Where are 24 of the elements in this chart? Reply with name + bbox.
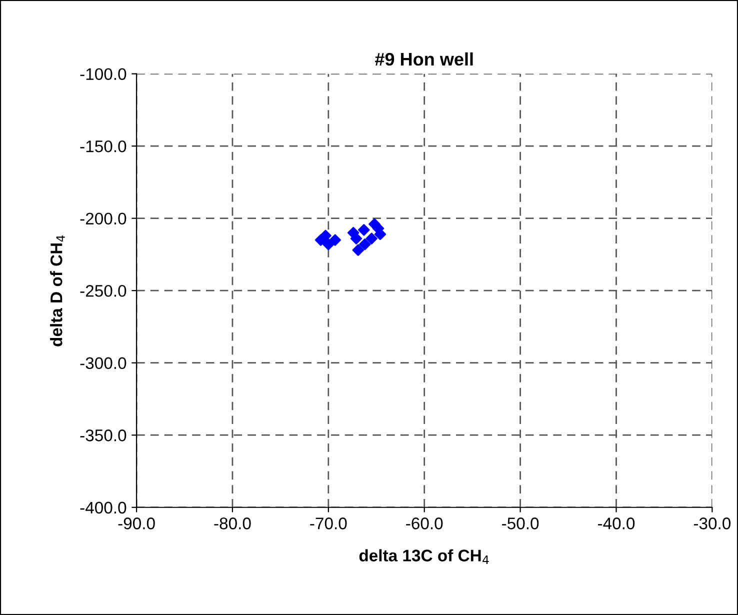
y-tick-label: -250.0 bbox=[80, 284, 126, 297]
y-tick-label: -200.0 bbox=[80, 212, 126, 225]
point bbox=[366, 232, 378, 244]
point bbox=[352, 244, 364, 256]
chart-title: #9 Hon well bbox=[374, 52, 473, 66]
x-axis-title: delta 13C of CH$_{4}$ bbox=[359, 549, 489, 564]
point bbox=[329, 234, 342, 246]
point bbox=[358, 238, 371, 250]
x-tick-label: -40.0 bbox=[598, 518, 635, 530]
y-tick-label: -400.0 bbox=[80, 502, 126, 514]
x-tick-label: -50.0 bbox=[502, 518, 539, 530]
point bbox=[350, 232, 362, 244]
y-axis-title: delta D of CH$_{4}$ bbox=[50, 235, 65, 346]
point bbox=[322, 238, 334, 250]
x-tick-label: -60.0 bbox=[406, 518, 443, 530]
x-tick-label: -90.0 bbox=[118, 518, 155, 530]
y-tick-label: -150.0 bbox=[80, 140, 126, 152]
x-tick-label: -80.0 bbox=[214, 518, 251, 530]
point bbox=[358, 224, 370, 236]
y-tick-label: -350.0 bbox=[80, 430, 126, 442]
x-tick-label: -70.0 bbox=[310, 518, 347, 530]
y-tick-label: -300.0 bbox=[80, 357, 126, 370]
y-tick-label: -100.0 bbox=[80, 68, 126, 80]
x-tick-label: -30.0 bbox=[694, 518, 731, 530]
